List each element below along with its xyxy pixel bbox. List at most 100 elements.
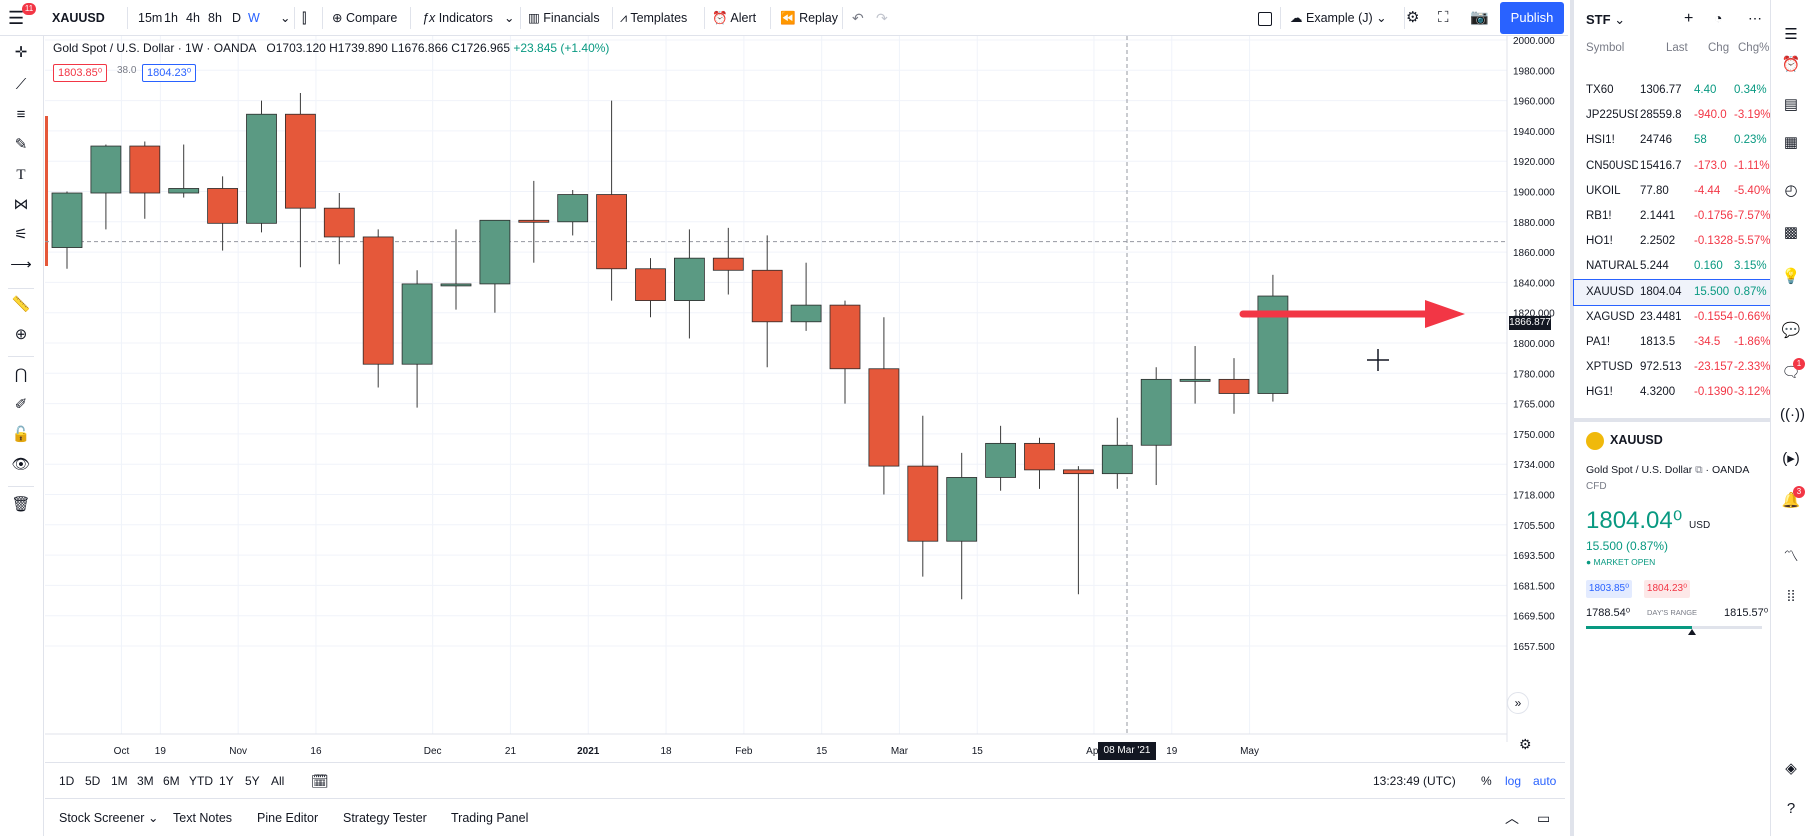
column-last[interactable]: Last bbox=[1666, 42, 1688, 54]
settings-gear-icon[interactable]: ⚙ bbox=[1406, 9, 1420, 26]
log-scale-toggle[interactable]: log bbox=[1505, 774, 1522, 788]
tab-pine-editor[interactable]: Pine Editor bbox=[257, 811, 319, 825]
zoom-in-icon[interactable]: ⊕ bbox=[14, 326, 28, 343]
indicators-button[interactable]: ƒx Indicators bbox=[422, 0, 493, 36]
alerts-clock-icon[interactable]: ⏰ bbox=[1781, 56, 1801, 73]
trend-icon[interactable]: 〽 bbox=[1783, 548, 1799, 565]
chats-icon[interactable]: 💬 bbox=[1781, 322, 1801, 339]
watchlist-row[interactable]: XPTUSD 972.513 -23.157 -2.33% bbox=[1574, 355, 1770, 380]
watchlist-row[interactable]: UKOIL 77.80 -4.44 -5.40% bbox=[1574, 179, 1770, 204]
dots-grid-icon[interactable]: ⁞⁞ bbox=[1786, 588, 1796, 605]
watchlist-row[interactable]: HG1! 4.3200 -0.1390 -3.12% bbox=[1574, 380, 1770, 405]
chart-pane[interactable]: 2000.000 1980.000 1960.000 1940.000 1920.000… bbox=[45, 36, 1565, 762]
financials-button[interactable]: ▥ Financials bbox=[528, 0, 600, 36]
watchlist-row[interactable]: JP225USD 28559.8 -940.0 -3.19% bbox=[1574, 103, 1770, 128]
tab-trading-panel[interactable]: Trading Panel bbox=[451, 811, 529, 825]
watchlist-row[interactable]: PA1! 1813.5 -34.5 -1.86% bbox=[1574, 330, 1770, 355]
alert-button[interactable]: ⏰ Alert bbox=[712, 0, 756, 36]
layout-selector[interactable]: ☁ Example (J) ⌄ bbox=[1290, 0, 1387, 36]
main-menu-icon[interactable]: ☰ bbox=[8, 8, 25, 28]
eye-icon[interactable]: 👁 bbox=[11, 456, 31, 473]
interval-D[interactable]: D bbox=[232, 11, 242, 25]
range-6m[interactable]: 6M bbox=[163, 774, 180, 788]
tab-strategy-tester[interactable]: Strategy Tester bbox=[343, 811, 427, 825]
range-3m[interactable]: 3M bbox=[137, 774, 154, 788]
pattern-icon[interactable]: ⋈ bbox=[13, 196, 29, 213]
interval-4h[interactable]: 4h bbox=[186, 11, 200, 25]
percent-scale-toggle[interactable]: % bbox=[1481, 774, 1492, 788]
range-5d[interactable]: 5D bbox=[85, 774, 101, 788]
range-5y[interactable]: 5Y bbox=[245, 774, 260, 788]
tab-stock-screener[interactable]: Stock Screener ⌄ bbox=[59, 799, 158, 836]
maximize-panel-icon[interactable]: ▭ bbox=[1537, 810, 1551, 826]
interval-15m[interactable]: 15m bbox=[138, 11, 163, 25]
interval-1h[interactable]: 1h bbox=[164, 11, 178, 25]
symbol-search[interactable]: XAUUSD bbox=[52, 11, 105, 25]
clock-time[interactable]: 13:23:49 (UTC) bbox=[1373, 774, 1456, 788]
trash-icon[interactable]: 🗑 bbox=[11, 496, 31, 513]
news-icon[interactable]: ▦ bbox=[1783, 134, 1799, 151]
watchlist-row[interactable]: XAUUSD 1804.04 15.500 0.87% bbox=[1573, 278, 1771, 306]
sell-price-badge[interactable]: 1803.85⁰ bbox=[53, 64, 108, 82]
tab-text-notes[interactable]: Text Notes bbox=[173, 811, 233, 825]
scroll-to-latest-icon[interactable]: » bbox=[1507, 692, 1529, 714]
watchlist-row[interactable]: CN50USD 15416.7 -173.0 -1.11% bbox=[1574, 154, 1770, 179]
arrow-tool-icon[interactable]: ⟶ bbox=[10, 256, 32, 273]
details-ask[interactable]: 1804.23⁰ bbox=[1644, 580, 1690, 598]
brush-icon[interactable]: ✎ bbox=[14, 136, 28, 153]
templates-button[interactable]: ⩘ Templates bbox=[620, 0, 687, 36]
indicators-dropdown-icon[interactable]: ⌄ bbox=[504, 11, 515, 25]
interval-8h[interactable]: 8h bbox=[208, 11, 222, 25]
watchlist-icon[interactable]: ☰ bbox=[1784, 26, 1798, 43]
range-1m[interactable]: 1M bbox=[111, 774, 128, 788]
interval-W[interactable]: W bbox=[248, 11, 260, 25]
layers-icon[interactable]: ◈ bbox=[1785, 760, 1797, 777]
advanced-view-icon[interactable]: ◔ bbox=[1714, 10, 1723, 26]
range-1y[interactable]: 1Y bbox=[219, 774, 234, 788]
prediction-icon[interactable]: ⚟ bbox=[14, 226, 28, 243]
publish-button[interactable]: Publish bbox=[1500, 2, 1564, 34]
column-chg-pct[interactable]: Chg% bbox=[1738, 42, 1770, 54]
magnet-icon[interactable]: ⋂ bbox=[14, 366, 28, 383]
more-options-icon[interactable]: ⋯ bbox=[1748, 10, 1762, 26]
fullscreen-icon[interactable]: ⛶ bbox=[1438, 9, 1449, 26]
data-window-icon[interactable]: ▤ bbox=[1783, 96, 1799, 113]
crosshair-icon[interactable]: ✛ bbox=[14, 44, 28, 61]
watchlist-row[interactable]: XAGUSD 23.4481 -0.1554 -0.66% bbox=[1574, 305, 1770, 330]
streams-icon[interactable]: ((·)) bbox=[1780, 406, 1805, 423]
text-tool-icon[interactable]: T bbox=[16, 167, 26, 183]
add-symbol-icon[interactable]: + bbox=[1684, 10, 1694, 27]
goto-date-icon[interactable]: 🗓 bbox=[311, 773, 329, 789]
redo-icon[interactable]: ↷ bbox=[876, 10, 888, 26]
watchlist-name[interactable]: STF ⌄ bbox=[1586, 12, 1625, 28]
watchlist-row[interactable]: HSI1! 24746 58 0.23% bbox=[1574, 128, 1770, 153]
candlestick-chart[interactable]: 2000.000 1980.000 1960.000 1940.000 1920.000… bbox=[45, 36, 1565, 762]
stay-drawing-icon[interactable]: ✐ bbox=[14, 396, 28, 413]
help-icon[interactable]: ? bbox=[1786, 800, 1796, 817]
details-symbol[interactable]: XAUUSD bbox=[1610, 433, 1663, 447]
auto-scale-toggle[interactable]: auto bbox=[1533, 774, 1557, 788]
ideas-lightbulb-icon[interactable]: 💡 bbox=[1781, 268, 1801, 285]
camera-icon[interactable]: 📷 bbox=[1470, 9, 1489, 26]
undo-icon[interactable]: ↶ bbox=[852, 10, 864, 26]
axis-settings-gear-icon[interactable]: ⚙ bbox=[1519, 736, 1532, 752]
watchlist-row[interactable]: TX60 1306.77 4.40 0.34% bbox=[1574, 78, 1770, 103]
trend-line-icon[interactable]: ⟋ bbox=[15, 76, 27, 93]
buy-price-badge[interactable]: 1804.23⁰ bbox=[142, 64, 197, 82]
column-chg[interactable]: Chg bbox=[1708, 42, 1730, 54]
ruler-icon[interactable]: 📏 bbox=[11, 296, 31, 313]
collapse-panel-icon[interactable]: ︿ bbox=[1505, 810, 1519, 826]
external-link-icon[interactable]: ⧉ bbox=[1695, 464, 1703, 476]
lock-icon[interactable]: 🔓 bbox=[11, 426, 31, 443]
calendar-icon[interactable]: ▩ bbox=[1783, 224, 1799, 241]
range-ytd[interactable]: YTD bbox=[189, 774, 213, 788]
replay-button[interactable]: ⏪ Replay bbox=[780, 0, 838, 36]
chart-type-icon[interactable]: ⫿ bbox=[302, 10, 307, 26]
range-1d[interactable]: 1D bbox=[59, 774, 75, 788]
details-bid[interactable]: 1803.85⁰ bbox=[1586, 580, 1632, 598]
column-symbol[interactable]: Symbol bbox=[1586, 42, 1625, 54]
range-all[interactable]: All bbox=[271, 774, 285, 788]
watchlist-row[interactable]: RB1! 2.1441 -0.1756 -7.57% bbox=[1574, 204, 1770, 229]
layout-checkbox-icon[interactable] bbox=[1258, 0, 1272, 36]
interval-dropdown-icon[interactable]: ⌄ bbox=[280, 11, 291, 25]
